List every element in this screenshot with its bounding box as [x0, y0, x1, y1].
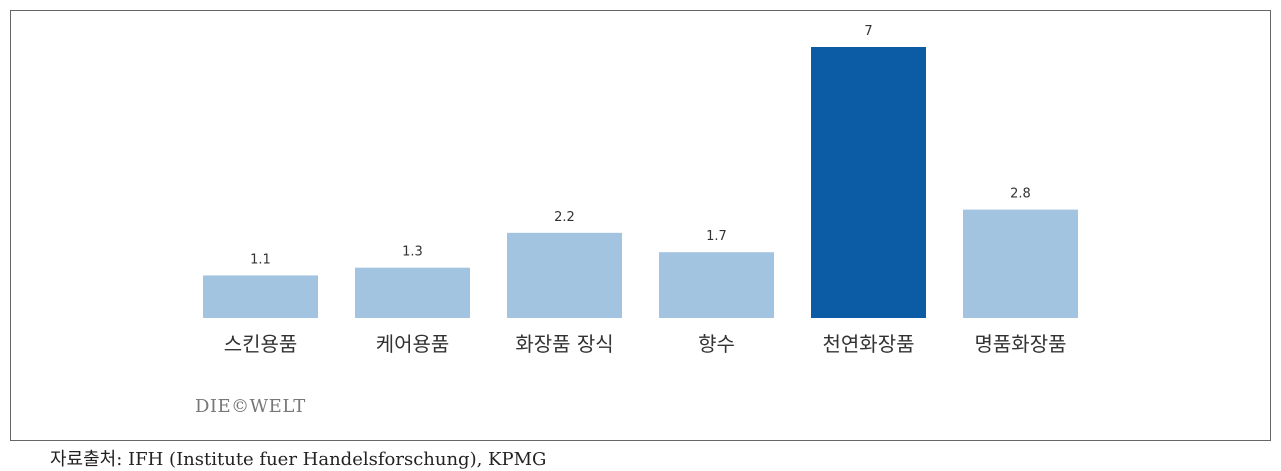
category-label: 스킨용품 [223, 332, 298, 356]
category-label: 향수 [698, 332, 735, 356]
bar [659, 252, 774, 318]
category-label: 케어용품 [375, 332, 450, 356]
source: 자료출처: IFH (Institute fuer Handelsforschu… [50, 449, 547, 470]
bar [963, 209, 1078, 318]
category-label: 명품화장품 [974, 332, 1067, 356]
frame [10, 10, 1271, 441]
value-label: 7 [864, 24, 872, 39]
value-label: 1.7 [706, 229, 727, 244]
category-label: 천연화장품 [822, 332, 915, 356]
bar [811, 47, 926, 318]
bar [507, 232, 622, 318]
value-label: 1.1 [250, 252, 271, 267]
bar [203, 275, 318, 318]
value-label: 2.8 [1010, 187, 1031, 202]
bar [355, 267, 470, 318]
value-label: 2.2 [554, 210, 575, 225]
logo: DIE©WELT [195, 396, 306, 417]
category-label: 화장품 장식 [515, 332, 614, 356]
value-label: 1.3 [402, 245, 423, 260]
